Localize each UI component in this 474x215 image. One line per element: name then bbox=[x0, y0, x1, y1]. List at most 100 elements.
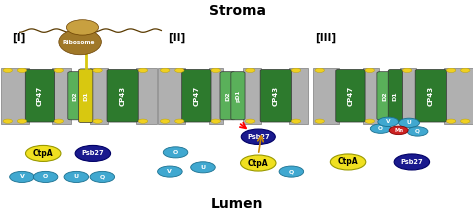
Circle shape bbox=[191, 162, 215, 173]
Circle shape bbox=[138, 119, 148, 123]
Circle shape bbox=[33, 171, 58, 183]
Text: CtpA: CtpA bbox=[33, 149, 54, 158]
Text: U: U bbox=[74, 174, 79, 180]
FancyBboxPatch shape bbox=[136, 68, 156, 124]
Circle shape bbox=[292, 119, 301, 123]
Circle shape bbox=[3, 68, 12, 72]
Circle shape bbox=[389, 126, 408, 135]
FancyBboxPatch shape bbox=[52, 68, 71, 124]
Text: D1: D1 bbox=[83, 91, 88, 101]
Text: O: O bbox=[173, 150, 178, 155]
FancyBboxPatch shape bbox=[400, 68, 416, 124]
FancyBboxPatch shape bbox=[68, 72, 83, 120]
Circle shape bbox=[399, 118, 419, 127]
FancyBboxPatch shape bbox=[336, 69, 365, 122]
Circle shape bbox=[138, 68, 148, 72]
Text: D2: D2 bbox=[73, 91, 78, 101]
FancyBboxPatch shape bbox=[363, 68, 379, 124]
Text: Q: Q bbox=[100, 174, 105, 180]
Text: CtpA: CtpA bbox=[248, 158, 269, 167]
Circle shape bbox=[447, 119, 456, 123]
FancyBboxPatch shape bbox=[260, 69, 292, 122]
FancyBboxPatch shape bbox=[158, 68, 185, 124]
Circle shape bbox=[54, 68, 64, 72]
Circle shape bbox=[378, 117, 399, 126]
Ellipse shape bbox=[26, 145, 61, 161]
Text: V: V bbox=[386, 119, 391, 124]
FancyBboxPatch shape bbox=[415, 69, 447, 122]
Text: Ribosome: Ribosome bbox=[63, 40, 95, 45]
FancyBboxPatch shape bbox=[209, 68, 223, 124]
Circle shape bbox=[211, 68, 220, 72]
Text: CP43: CP43 bbox=[119, 86, 126, 106]
FancyBboxPatch shape bbox=[182, 69, 211, 122]
Text: O: O bbox=[378, 126, 383, 131]
Text: pD1: pD1 bbox=[236, 90, 240, 102]
Circle shape bbox=[315, 119, 324, 123]
FancyBboxPatch shape bbox=[377, 72, 392, 120]
Text: D2: D2 bbox=[225, 91, 230, 101]
Circle shape bbox=[157, 166, 182, 177]
Ellipse shape bbox=[59, 29, 101, 55]
Circle shape bbox=[447, 68, 456, 72]
Text: [I]: [I] bbox=[12, 33, 26, 43]
Circle shape bbox=[246, 119, 255, 123]
Circle shape bbox=[461, 119, 470, 123]
Text: U: U bbox=[201, 165, 206, 170]
FancyBboxPatch shape bbox=[79, 69, 93, 123]
Text: V: V bbox=[167, 169, 173, 174]
Ellipse shape bbox=[394, 154, 429, 170]
Text: [III]: [III] bbox=[315, 33, 336, 43]
Circle shape bbox=[365, 68, 374, 72]
Circle shape bbox=[174, 68, 184, 72]
Circle shape bbox=[211, 119, 220, 123]
FancyBboxPatch shape bbox=[107, 69, 138, 122]
Text: CP43: CP43 bbox=[428, 86, 434, 106]
Circle shape bbox=[64, 171, 89, 183]
Text: Lumen: Lumen bbox=[211, 197, 263, 211]
Ellipse shape bbox=[241, 129, 275, 144]
Circle shape bbox=[402, 119, 412, 123]
Text: [II]: [II] bbox=[168, 33, 186, 43]
Text: D2: D2 bbox=[382, 91, 387, 101]
Circle shape bbox=[9, 171, 34, 183]
Circle shape bbox=[365, 119, 374, 123]
FancyBboxPatch shape bbox=[444, 68, 474, 124]
FancyBboxPatch shape bbox=[289, 68, 308, 124]
Text: Psb27: Psb27 bbox=[401, 159, 423, 165]
Text: Q: Q bbox=[415, 129, 420, 134]
Ellipse shape bbox=[75, 145, 110, 161]
Circle shape bbox=[17, 119, 27, 123]
Text: Stroma: Stroma bbox=[209, 4, 265, 18]
Text: Psb27: Psb27 bbox=[247, 134, 270, 140]
FancyBboxPatch shape bbox=[25, 69, 55, 122]
Text: D1: D1 bbox=[393, 91, 398, 101]
Circle shape bbox=[90, 171, 115, 183]
Circle shape bbox=[3, 119, 12, 123]
Text: Mn: Mn bbox=[394, 128, 403, 133]
FancyBboxPatch shape bbox=[243, 68, 261, 124]
Circle shape bbox=[174, 119, 184, 123]
Ellipse shape bbox=[66, 20, 99, 35]
Circle shape bbox=[160, 68, 170, 72]
Ellipse shape bbox=[330, 154, 366, 170]
Circle shape bbox=[163, 147, 188, 158]
Circle shape bbox=[93, 68, 102, 72]
Text: CtpA: CtpA bbox=[338, 157, 358, 166]
FancyBboxPatch shape bbox=[91, 68, 109, 124]
Ellipse shape bbox=[240, 155, 276, 171]
FancyBboxPatch shape bbox=[0, 68, 29, 124]
Text: CP47: CP47 bbox=[347, 86, 354, 106]
Text: CP47: CP47 bbox=[193, 86, 200, 106]
Text: CP47: CP47 bbox=[37, 86, 43, 106]
Circle shape bbox=[402, 68, 412, 72]
Circle shape bbox=[407, 127, 428, 136]
Circle shape bbox=[246, 68, 255, 72]
Circle shape bbox=[93, 119, 102, 123]
Text: CP43: CP43 bbox=[273, 86, 279, 106]
Text: O: O bbox=[43, 174, 48, 180]
Text: Psb27: Psb27 bbox=[82, 150, 104, 157]
Circle shape bbox=[370, 124, 391, 133]
Circle shape bbox=[279, 166, 304, 177]
Text: U: U bbox=[407, 120, 411, 125]
